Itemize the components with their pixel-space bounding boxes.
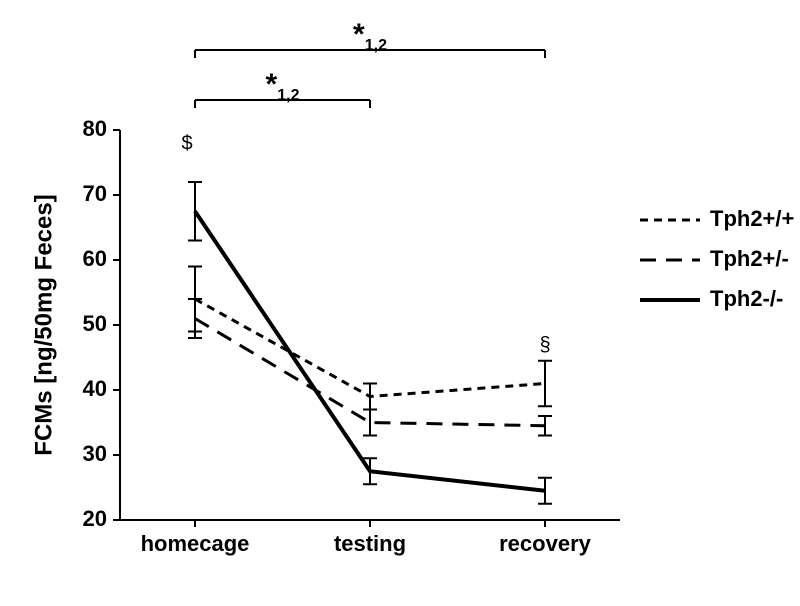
legend-label: Tph2+/- — [710, 246, 789, 271]
y-tick-label: 80 — [83, 116, 107, 141]
y-tick-label: 20 — [83, 506, 107, 531]
x-tick-label: testing — [334, 531, 406, 556]
point-annotation: § — [539, 334, 550, 356]
x-tick-label: homecage — [141, 531, 250, 556]
legend-label: Tph2+/+ — [710, 206, 794, 231]
y-tick-label: 50 — [83, 311, 107, 336]
y-axis-label: FCMs [ng/50mg Feces] — [30, 194, 57, 455]
legend-label: Tph2-/- — [710, 286, 783, 311]
point-annotation: $ — [181, 133, 192, 155]
x-tick-label: recovery — [499, 531, 592, 556]
fcm-line-chart: 20 30 40 50 60 70 80 FCMs [ng/50mg Feces] homeca… — [0, 0, 800, 606]
y-tick-label: 30 — [83, 441, 107, 466]
y-tick-label: 40 — [83, 376, 107, 401]
y-tick-label: 60 — [83, 246, 107, 271]
y-tick-label: 70 — [83, 181, 107, 206]
